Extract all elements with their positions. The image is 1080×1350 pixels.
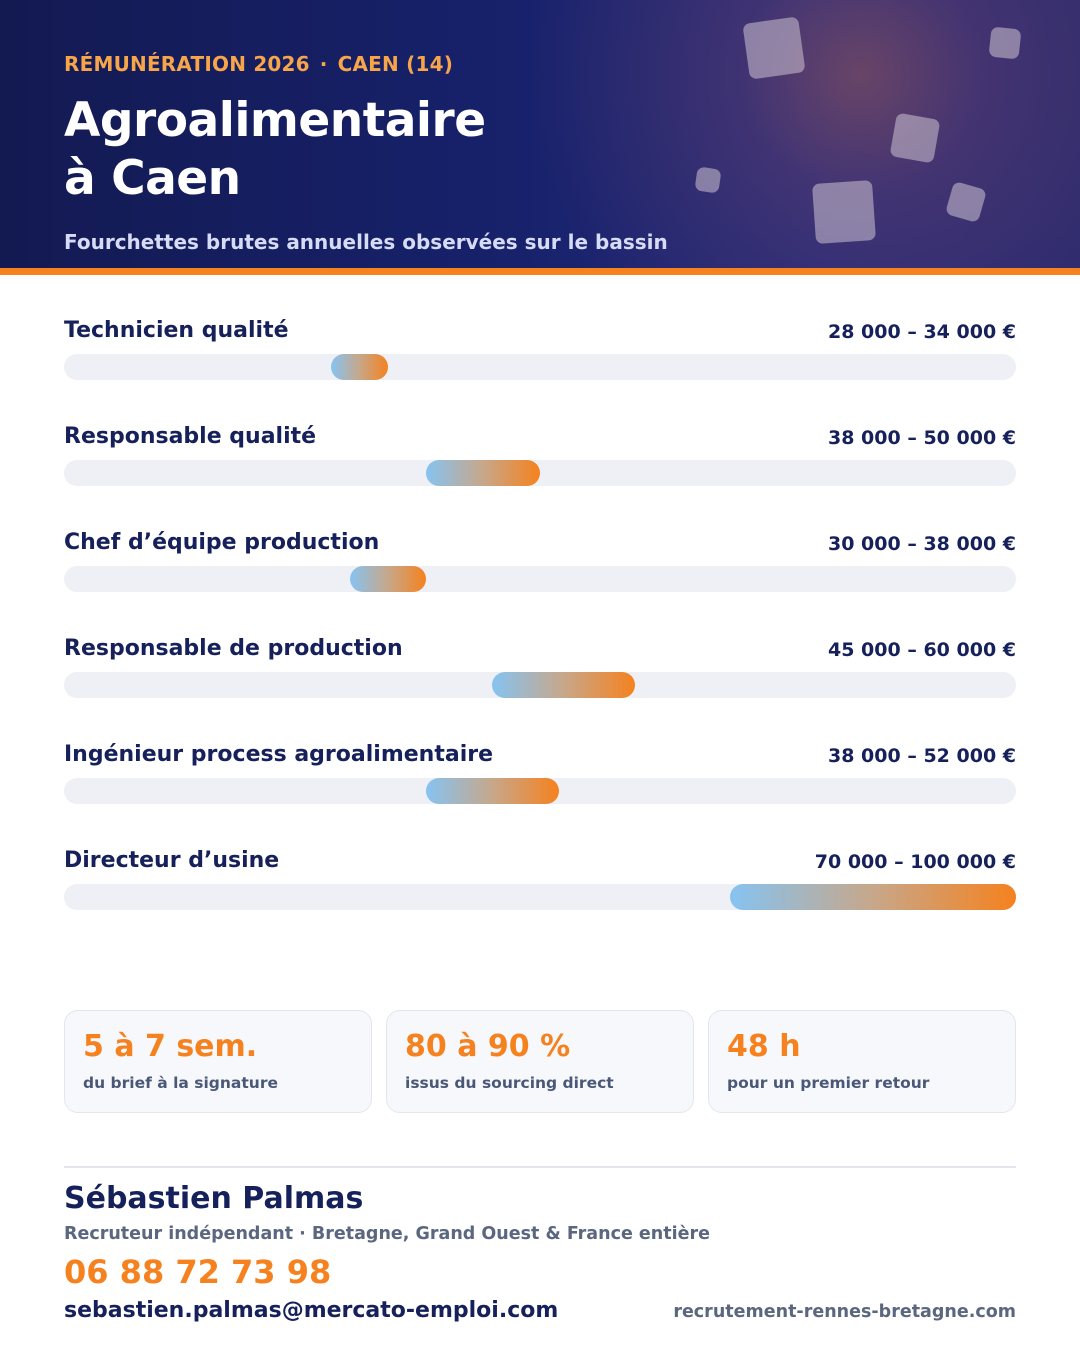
header-accent-line	[0, 268, 1080, 275]
decorative-square	[694, 166, 722, 194]
range-track	[64, 672, 1016, 698]
job-title-label: Ingénieur process agroalimentaire	[64, 742, 493, 767]
range-bar	[730, 884, 1016, 910]
decorative-square	[742, 16, 806, 80]
page-subtitle: Fourchettes brutes annuelles observées s…	[64, 230, 668, 254]
stat-card-timeline: 5 à 7 sem. du brief à la signature	[64, 1010, 372, 1113]
decorative-square	[811, 179, 877, 245]
title-line-1: Agroalimentaire	[64, 93, 486, 148]
range-bar	[330, 354, 388, 380]
stat-value: 80 à 90 %	[405, 1029, 571, 1064]
decorative-square	[889, 112, 941, 164]
page-title: Agroalimentaire à Caen	[64, 92, 486, 208]
range-track	[64, 566, 1016, 592]
salary-range-label: 30 000 – 38 000 €	[828, 533, 1016, 555]
job-title-label: Responsable qualité	[64, 424, 317, 449]
salary-row: Technicien qualité 28 000 – 34 000 €	[64, 318, 1016, 398]
stat-caption: pour un premier retour	[727, 1074, 930, 1092]
job-title-label: Directeur d’usine	[64, 848, 280, 873]
range-bar	[492, 672, 636, 698]
salary-row: Ingénieur process agroalimentaire 38 000 …	[64, 742, 1016, 822]
stat-caption: issus du sourcing direct	[405, 1074, 614, 1092]
range-track	[64, 778, 1016, 804]
contact-website-link[interactable]: recrutement-rennes-bretagne.com	[673, 1302, 1016, 1322]
stat-value: 5 à 7 sem.	[83, 1029, 258, 1064]
stat-card-sourcing: 80 à 90 % issus du sourcing direct	[386, 1010, 694, 1113]
contact-email-link[interactable]: sebastien.palmas@mercato-emploi.com	[64, 1298, 559, 1323]
eyebrow-location: CAEN (14)	[337, 52, 454, 76]
salary-range-label: 38 000 – 50 000 €	[828, 427, 1016, 449]
range-bar	[425, 460, 540, 486]
range-track	[64, 354, 1016, 380]
contact-phone[interactable]: 06 88 72 73 98	[64, 1253, 332, 1291]
eyebrow: RÉMUNÉRATION 2026 · CAEN (14)	[64, 52, 453, 76]
salary-range-label: 38 000 – 52 000 €	[828, 745, 1016, 767]
job-title-label: Responsable de production	[64, 636, 403, 661]
contact-name: Sébastien Palmas	[64, 1181, 364, 1216]
salary-range-label: 28 000 – 34 000 €	[828, 321, 1016, 343]
salary-row: Responsable de production 45 000 – 60 000…	[64, 636, 1016, 716]
range-track	[64, 884, 1016, 910]
range-bar	[349, 566, 426, 592]
eyebrow-topic: RÉMUNÉRATION 2026	[64, 52, 310, 76]
salary-range-label: 70 000 – 100 000 €	[814, 851, 1016, 873]
salary-row: Chef d’équipe production 30 000 – 38 000 …	[64, 530, 1016, 610]
salary-range-label: 45 000 – 60 000 €	[828, 639, 1016, 661]
stat-card-response: 48 h pour un premier retour	[708, 1010, 1016, 1113]
stat-value: 48 h	[727, 1029, 801, 1064]
job-title-label: Chef d’équipe production	[64, 530, 380, 555]
job-title-label: Technicien qualité	[64, 318, 289, 343]
range-track	[64, 460, 1016, 486]
contact-role: Recruteur indépendant · Bretagne, Grand …	[64, 1224, 710, 1244]
stat-caption: du brief à la signature	[83, 1074, 278, 1092]
range-bar	[425, 778, 560, 804]
decorative-square	[988, 26, 1022, 60]
decorative-square	[944, 180, 988, 224]
salary-row: Directeur d’usine 70 000 – 100 000 €	[64, 848, 1016, 928]
eyebrow-separator: ·	[319, 52, 328, 76]
hero-header: RÉMUNÉRATION 2026 · CAEN (14) Agroalimenta…	[0, 0, 1080, 268]
salary-row: Responsable qualité 38 000 – 50 000 €	[64, 424, 1016, 504]
footer-divider	[64, 1166, 1016, 1168]
title-line-2: à Caen	[64, 151, 241, 206]
